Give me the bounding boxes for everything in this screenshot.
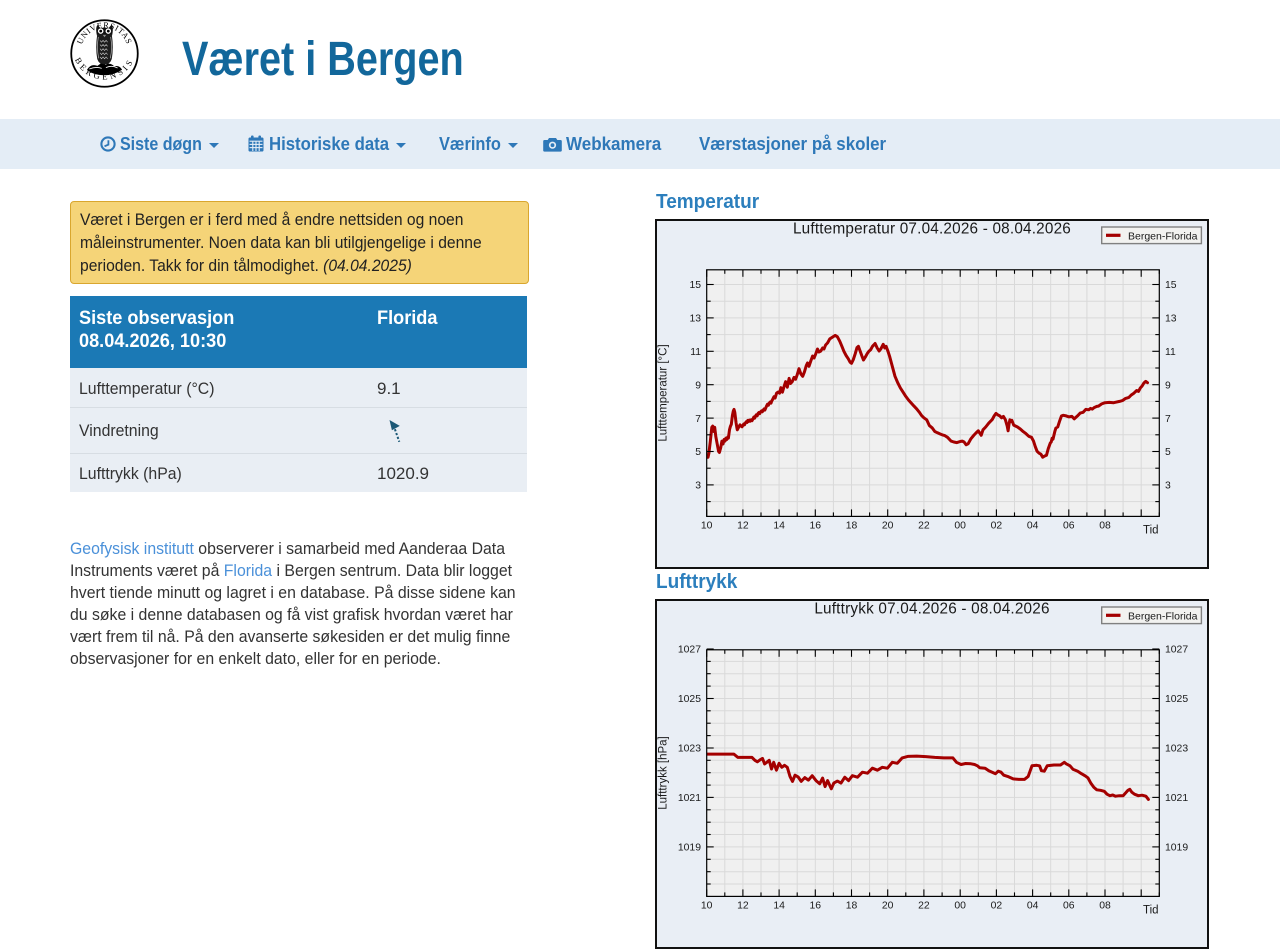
svg-text:14: 14 [773,901,785,912]
svg-text:Lufttrykk 07.04.2026 - 08.04.2: Lufttrykk 07.04.2026 - 08.04.2026 [814,601,1049,618]
svg-text:08: 08 [1099,521,1111,532]
svg-text:9: 9 [1165,380,1171,391]
svg-text:1023: 1023 [1165,744,1188,755]
svg-text:1027: 1027 [1165,645,1188,656]
svg-text:02: 02 [991,901,1003,912]
svg-text:16: 16 [810,901,822,912]
svg-text:Tid: Tid [1143,524,1159,536]
svg-text:06: 06 [1063,521,1075,532]
svg-text:1025: 1025 [678,694,701,705]
svg-text:22: 22 [918,901,930,912]
svg-text:Bergen-Florida: Bergen-Florida [1128,611,1198,623]
svg-text:7: 7 [695,414,701,425]
svg-text:16: 16 [810,521,822,532]
svg-text:18: 18 [846,521,858,532]
svg-text:1025: 1025 [1165,694,1188,705]
svg-text:5: 5 [1165,447,1171,458]
svg-text:13: 13 [689,314,701,325]
svg-text:18: 18 [846,901,858,912]
svg-text:Lufttemperatur 07.04.2026 - 08: Lufttemperatur 07.04.2026 - 08.04.2026 [793,221,1071,238]
svg-text:14: 14 [773,521,785,532]
svg-text:20: 20 [882,901,894,912]
svg-text:Lufttrykk [hPa]: Lufttrykk [hPa] [658,736,670,810]
svg-text:1019: 1019 [1165,843,1188,854]
svg-text:00: 00 [954,901,966,912]
svg-text:1019: 1019 [678,843,701,854]
svg-text:1021: 1021 [1165,793,1188,804]
svg-text:3: 3 [695,481,701,492]
svg-text:20: 20 [882,521,894,532]
svg-text:9: 9 [695,380,701,391]
svg-text:11: 11 [1165,347,1176,358]
svg-text:1021: 1021 [678,793,701,804]
svg-text:1027: 1027 [678,645,701,656]
svg-text:Bergen-Florida: Bergen-Florida [1128,231,1198,243]
svg-text:7: 7 [1165,414,1171,425]
svg-text:06: 06 [1063,901,1075,912]
svg-text:15: 15 [1165,280,1177,291]
svg-text:5: 5 [695,447,701,458]
svg-text:08: 08 [1099,901,1111,912]
svg-text:10: 10 [701,901,713,912]
svg-text:13: 13 [1165,314,1177,325]
svg-text:10: 10 [701,521,713,532]
svg-text:Tid: Tid [1143,904,1159,916]
svg-text:12: 12 [737,901,749,912]
svg-text:11: 11 [690,347,701,358]
svg-text:04: 04 [1027,901,1039,912]
svg-text:15: 15 [689,280,701,291]
svg-text:00: 00 [954,521,966,532]
svg-text:1023: 1023 [678,744,701,755]
svg-text:22: 22 [918,521,930,532]
svg-text:04: 04 [1027,521,1039,532]
svg-text:Lufttemperatur [°C]: Lufttemperatur [°C] [658,344,670,441]
svg-text:02: 02 [991,521,1003,532]
svg-text:12: 12 [737,521,749,532]
svg-text:3: 3 [1165,481,1171,492]
